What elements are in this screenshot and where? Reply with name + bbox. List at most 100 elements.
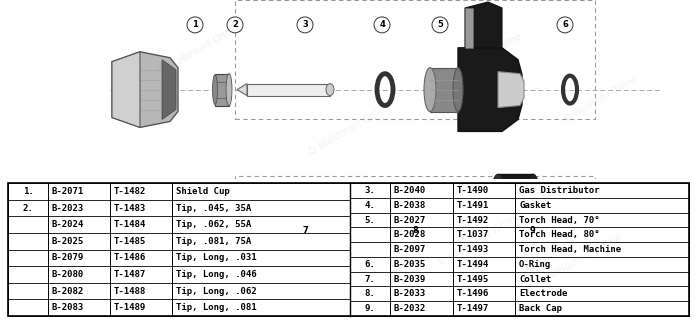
Text: Torch Head, 70°: Torch Head, 70° bbox=[519, 216, 599, 225]
Text: B-2071: B-2071 bbox=[52, 187, 84, 196]
Text: 9.: 9. bbox=[365, 304, 376, 313]
Ellipse shape bbox=[326, 84, 334, 96]
Text: T-1037: T-1037 bbox=[457, 230, 489, 239]
Circle shape bbox=[432, 17, 448, 33]
Polygon shape bbox=[465, 2, 502, 48]
Text: T-1483: T-1483 bbox=[114, 204, 146, 212]
Ellipse shape bbox=[287, 196, 299, 216]
Text: O-Ring: O-Ring bbox=[519, 260, 551, 269]
Text: 6: 6 bbox=[562, 20, 568, 29]
Bar bbox=[465, 8, 473, 48]
Text: 8.: 8. bbox=[365, 289, 376, 298]
Text: 1.: 1. bbox=[22, 187, 33, 196]
Text: © Weldmart Online: © Weldmart Online bbox=[536, 231, 624, 288]
Text: T-1491: T-1491 bbox=[457, 201, 489, 210]
Text: Tip, .062, 55A: Tip, .062, 55A bbox=[176, 220, 251, 229]
Text: B-2083: B-2083 bbox=[52, 303, 84, 312]
Circle shape bbox=[187, 17, 203, 33]
Text: Tip, .081, 75A: Tip, .081, 75A bbox=[176, 237, 251, 246]
Bar bbox=[498, 174, 533, 238]
Text: Tip, Long, .046: Tip, Long, .046 bbox=[176, 270, 256, 279]
Ellipse shape bbox=[486, 201, 494, 211]
Text: Tip, Long, .062: Tip, Long, .062 bbox=[176, 287, 256, 296]
Ellipse shape bbox=[453, 68, 463, 111]
Polygon shape bbox=[458, 48, 522, 132]
Text: 6.: 6. bbox=[365, 260, 376, 269]
Text: 2.: 2. bbox=[22, 204, 33, 212]
Text: © Weldmart Online: © Weldmart Online bbox=[436, 212, 524, 268]
Text: 7: 7 bbox=[302, 227, 308, 236]
Ellipse shape bbox=[424, 68, 436, 111]
Ellipse shape bbox=[271, 200, 279, 212]
Text: 9: 9 bbox=[530, 227, 536, 236]
Bar bbox=[215, 74, 229, 106]
Text: B-2024: B-2024 bbox=[52, 220, 84, 229]
Text: B-2028: B-2028 bbox=[394, 230, 427, 239]
Text: B-2080: B-2080 bbox=[52, 270, 84, 279]
Circle shape bbox=[525, 223, 541, 239]
Bar bbox=[275, 200, 293, 212]
Text: 5: 5 bbox=[437, 20, 443, 29]
Text: T-1496: T-1496 bbox=[457, 289, 489, 298]
Text: 2: 2 bbox=[232, 20, 238, 29]
Polygon shape bbox=[112, 52, 140, 127]
Text: B-2035: B-2035 bbox=[394, 260, 427, 269]
Circle shape bbox=[297, 223, 313, 239]
Text: B-2023: B-2023 bbox=[52, 204, 84, 212]
Text: Gas Distributor: Gas Distributor bbox=[519, 186, 599, 195]
Text: B-2079: B-2079 bbox=[52, 253, 84, 262]
Text: Electrode: Electrode bbox=[519, 289, 567, 298]
Text: B-2027: B-2027 bbox=[394, 216, 427, 225]
Bar bbox=[498, 200, 533, 212]
Text: T-1494: T-1494 bbox=[457, 260, 489, 269]
Text: B-2032: B-2032 bbox=[394, 304, 427, 313]
Text: T-1484: T-1484 bbox=[114, 220, 146, 229]
Text: Torch Head, Machine: Torch Head, Machine bbox=[519, 245, 621, 254]
Text: T-1486: T-1486 bbox=[114, 253, 146, 262]
Text: 1: 1 bbox=[192, 20, 198, 29]
Text: B-2097: B-2097 bbox=[394, 245, 427, 254]
Bar bbox=[300, 201, 490, 211]
Text: 7.: 7. bbox=[365, 275, 376, 284]
Text: T-1492: T-1492 bbox=[457, 216, 489, 225]
Text: T-1489: T-1489 bbox=[114, 303, 146, 312]
Text: T-1488: T-1488 bbox=[114, 287, 146, 296]
Text: T-1493: T-1493 bbox=[457, 245, 489, 254]
Ellipse shape bbox=[496, 202, 500, 210]
Text: Torch Head, 80°: Torch Head, 80° bbox=[519, 230, 599, 239]
Polygon shape bbox=[112, 52, 178, 127]
Circle shape bbox=[374, 17, 390, 33]
Text: 3: 3 bbox=[302, 20, 308, 29]
Text: Collet: Collet bbox=[519, 275, 551, 284]
Text: 4: 4 bbox=[379, 20, 385, 29]
Polygon shape bbox=[498, 72, 524, 108]
Text: 5.: 5. bbox=[365, 216, 376, 225]
Circle shape bbox=[297, 17, 313, 33]
Ellipse shape bbox=[226, 74, 232, 106]
Circle shape bbox=[407, 223, 423, 239]
Ellipse shape bbox=[213, 75, 217, 105]
Text: Tip, Long, .031: Tip, Long, .031 bbox=[176, 253, 256, 262]
Text: T-1490: T-1490 bbox=[457, 186, 489, 195]
Text: 8: 8 bbox=[412, 227, 418, 236]
Text: Tip, Long, .081: Tip, Long, .081 bbox=[176, 303, 256, 312]
Text: 4.: 4. bbox=[365, 201, 376, 210]
Ellipse shape bbox=[490, 174, 506, 238]
Text: 3.: 3. bbox=[365, 186, 376, 195]
Bar bbox=[247, 84, 330, 96]
Text: © Weldmart Online: © Weldmart Online bbox=[436, 32, 524, 88]
Text: B-2039: B-2039 bbox=[394, 275, 427, 284]
Text: B-2025: B-2025 bbox=[52, 237, 84, 246]
Text: Tip, .045, 35A: Tip, .045, 35A bbox=[176, 204, 251, 212]
Bar bbox=[430, 68, 458, 111]
Text: B-2082: B-2082 bbox=[52, 287, 84, 296]
Text: T-1482: T-1482 bbox=[114, 187, 146, 196]
Text: T-1487: T-1487 bbox=[114, 270, 146, 279]
Text: Gasket: Gasket bbox=[519, 201, 551, 210]
Ellipse shape bbox=[525, 174, 541, 238]
Text: Shield Cup: Shield Cup bbox=[176, 187, 230, 196]
Polygon shape bbox=[162, 60, 176, 119]
Text: T-1497: T-1497 bbox=[457, 304, 489, 313]
Text: © Weldmart Online: © Weldmart Online bbox=[156, 22, 244, 78]
Text: B-2040: B-2040 bbox=[394, 186, 427, 195]
